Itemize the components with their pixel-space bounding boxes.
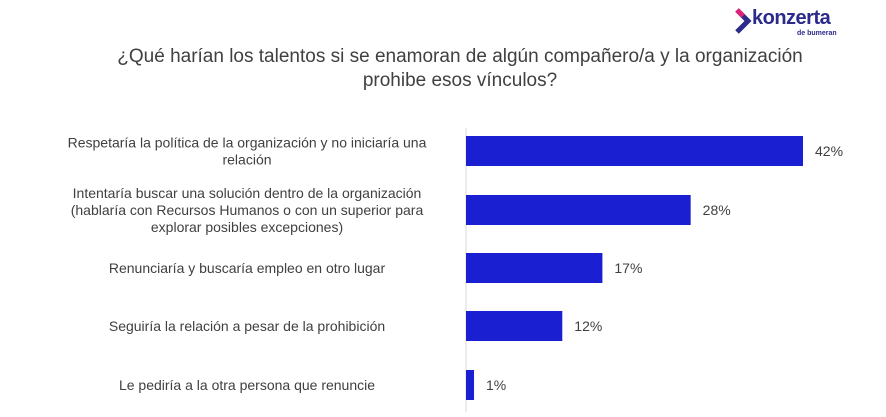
category-label-line: Renunciaría y buscaría empleo en otro lu… — [109, 260, 386, 276]
value-label-4: 12% — [574, 318, 602, 334]
value-label-5: 1% — [486, 377, 506, 393]
value-labels-layer: 42% 28% 17% 12% 1% — [486, 143, 843, 393]
bar-3 — [466, 253, 603, 283]
category-label-line: relación — [222, 152, 271, 168]
value-label-1: 42% — [815, 143, 843, 159]
value-label-3: 17% — [614, 260, 642, 276]
category-label-2: Intentaría buscar una solución dentro de… — [71, 185, 424, 235]
category-label-line: explorar posibles excepciones) — [151, 219, 343, 235]
category-label-line: Le pediría a la otra persona que renunci… — [119, 377, 375, 393]
logo-chevron-icon — [735, 8, 752, 34]
category-label-5: Le pediría a la otra persona que renunci… — [119, 377, 375, 393]
category-label-line: Seguiría la relación a pesar de la prohi… — [109, 318, 385, 334]
bars-layer — [466, 136, 803, 400]
category-label-line: Respetaría la política de la organizació… — [68, 135, 427, 151]
category-label-3: Renunciaría y buscaría empleo en otro lu… — [109, 260, 386, 276]
bar-2 — [466, 195, 691, 225]
category-label-1: Respetaría la política de la organizació… — [68, 135, 427, 168]
bar-5 — [466, 370, 475, 400]
category-label-line: (hablaría con Recursos Humanos o con un … — [71, 202, 424, 218]
logo-wordmark: konzerta — [752, 7, 831, 29]
bar-1 — [466, 136, 803, 166]
chart-title: ¿Qué harían los talentos si se enamoran … — [117, 46, 803, 91]
brand-logo: konzerta de bumeran — [734, 7, 854, 44]
bar-4 — [466, 311, 563, 341]
category-label-line: Intentaría buscar una solución dentro de… — [73, 185, 422, 201]
category-label-4: Seguiría la relación a pesar de la prohi… — [109, 318, 385, 334]
logo-subtext: de bumeran — [797, 30, 837, 37]
value-label-2: 28% — [703, 202, 731, 218]
category-labels-layer: Respetaría la política de la organizació… — [68, 135, 427, 394]
